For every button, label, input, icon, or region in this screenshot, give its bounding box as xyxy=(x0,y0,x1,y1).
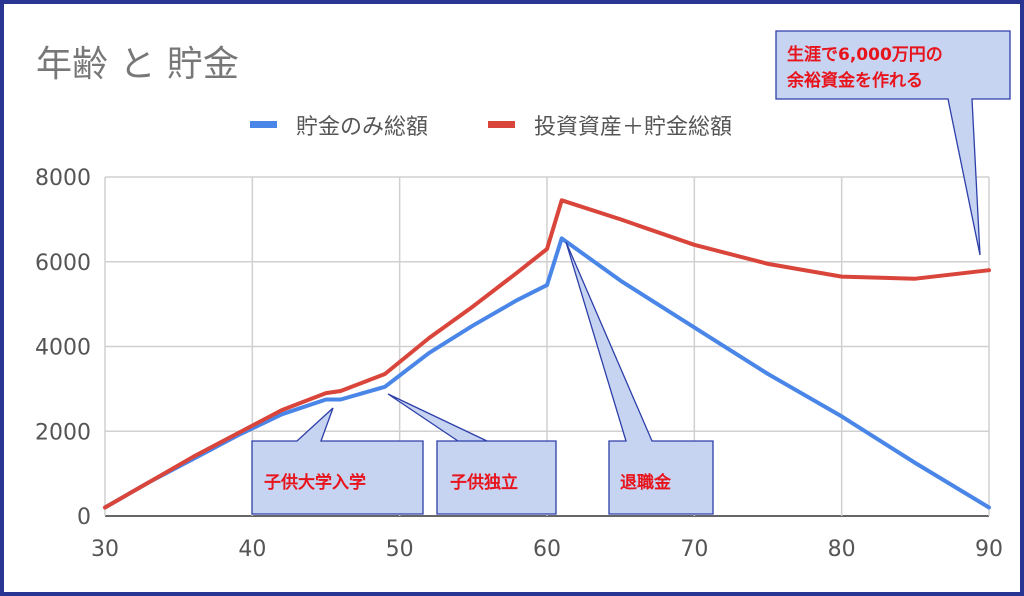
x-tick-label: 90 xyxy=(975,537,1003,562)
callout-box xyxy=(251,407,424,515)
y-tick-label: 6000 xyxy=(35,251,91,276)
callout-box xyxy=(775,30,1011,256)
x-tick-label: 50 xyxy=(386,537,414,562)
legend-label: 投資資産＋貯金総額 xyxy=(534,115,732,140)
callout-label-retirement: 退職金 xyxy=(620,473,671,493)
callout-box xyxy=(565,241,714,515)
series-lines xyxy=(103,198,991,510)
x-tick-label: 80 xyxy=(828,537,856,562)
legend: 貯金のみ総額 投資資産＋貯金総額 xyxy=(250,115,732,140)
callout-label-college: 子供大学入学 xyxy=(264,473,366,493)
legend-swatch xyxy=(250,121,277,128)
axis-tick-labels: 0 2000 4000 6000 8000 30 40 50 60 70 80 90 xyxy=(35,166,1003,562)
grid xyxy=(104,176,990,517)
callout-label-lifetime-line1: 生涯で6,000万円の xyxy=(787,45,943,65)
chart-title: 年齢 と 貯金 xyxy=(36,44,239,85)
y-tick-label: 2000 xyxy=(35,420,91,445)
x-tick-label: 70 xyxy=(680,537,708,562)
y-tick-label: 4000 xyxy=(35,336,91,361)
callout-box xyxy=(387,393,557,515)
x-tick-label: 30 xyxy=(91,537,119,562)
callouts xyxy=(251,30,1011,515)
y-tick-label: 8000 xyxy=(35,166,91,191)
legend-label: 貯金のみ総額 xyxy=(296,115,428,140)
callout-label-lifetime-line2: 余裕資金を作れる xyxy=(787,71,923,91)
x-tick-label: 40 xyxy=(238,537,266,562)
callout-label-independence: 子供独立 xyxy=(450,473,518,493)
legend-swatch xyxy=(488,121,515,128)
series-line xyxy=(103,198,991,510)
y-tick-label: 0 xyxy=(77,505,91,530)
x-tick-label: 60 xyxy=(533,537,561,562)
